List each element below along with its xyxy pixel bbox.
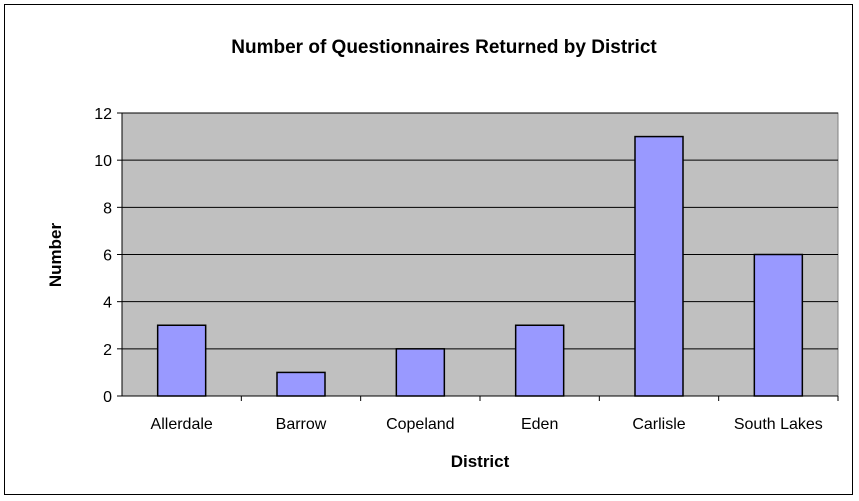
y-tick-label: 6 <box>103 248 112 265</box>
bar-carlisle <box>634 135 684 397</box>
x-tick-label: South Lakes <box>734 416 823 433</box>
y-axis-title: Number <box>46 223 65 288</box>
y-tick-label: 12 <box>94 106 112 123</box>
y-tick-label: 4 <box>103 295 112 312</box>
chart-title: Number of Questionnaires Returned by Dis… <box>231 37 657 58</box>
bar-copeland <box>395 348 446 397</box>
x-tick-label: Allerdale <box>151 416 213 433</box>
bar-south-lakes <box>753 253 804 397</box>
x-tick-label: Carlisle <box>632 416 685 433</box>
y-tick-label: 2 <box>103 342 112 359</box>
x-tick-label: Eden <box>521 416 558 433</box>
x-axis-ticks: Allerdale Barrow Copeland Eden Carlisle South… <box>151 396 839 433</box>
x-tick-label: Copeland <box>386 416 455 433</box>
y-tick-label: 0 <box>103 389 112 406</box>
x-tick-label: Barrow <box>276 416 327 433</box>
gridlines <box>122 112 838 350</box>
bars <box>156 135 804 397</box>
x-axis-title: District <box>451 452 510 471</box>
bar-allerdale <box>156 324 207 397</box>
bar-eden <box>514 324 565 397</box>
y-tick-label: 10 <box>94 153 112 170</box>
y-axis-ticks: 0 2 4 6 8 10 12 <box>94 106 122 406</box>
bar-barrow <box>276 371 326 397</box>
y-tick-label: 8 <box>103 200 112 217</box>
